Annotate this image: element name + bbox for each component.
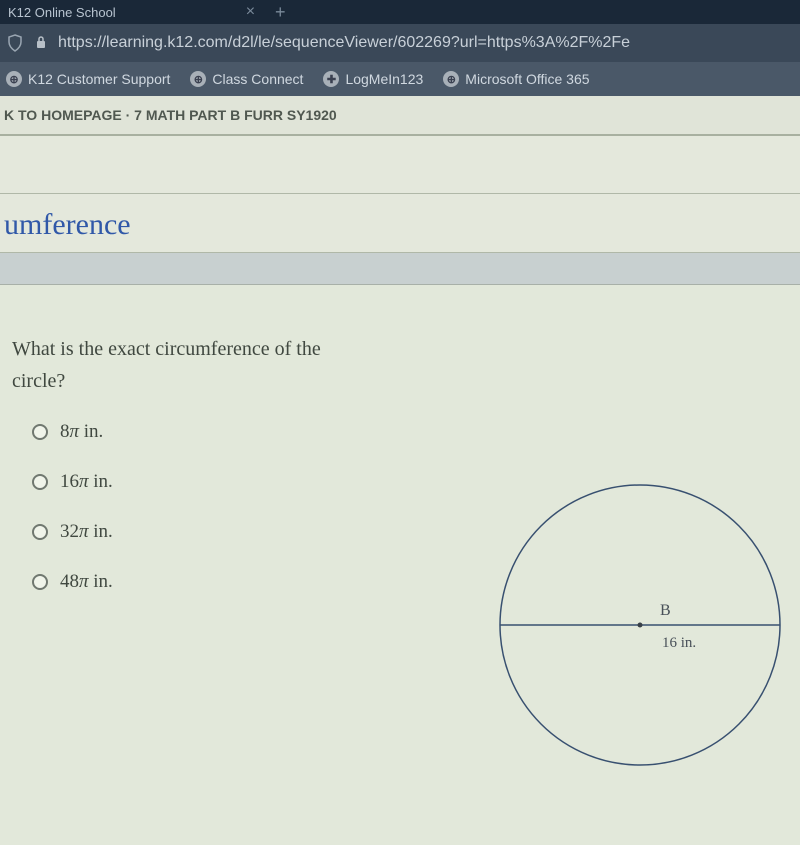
question-text: What is the exact circumference of the c… [12, 333, 794, 397]
bookmark-icon: ⊕ [443, 71, 459, 87]
radio-icon [32, 474, 48, 490]
content-spacer [0, 136, 800, 194]
radio-icon [32, 424, 48, 440]
lock-icon[interactable] [34, 35, 48, 52]
bookmarks-bar: ⊕ K12 Customer Support ⊕ Class Connect ✚… [0, 62, 800, 96]
bookmark-office365[interactable]: ⊕ Microsoft Office 365 [443, 71, 589, 87]
circle-diagram: B 16 in. [490, 465, 790, 785]
browser-titlebar: K12 Online School × + [0, 0, 800, 24]
bookmark-class-connect[interactable]: ⊕ Class Connect [190, 71, 303, 87]
url-text[interactable]: https://learning.k12.com/d2l/le/sequence… [58, 34, 630, 52]
diameter-label: 16 in. [662, 635, 696, 651]
shield-icon[interactable] [6, 34, 24, 52]
bookmark-label: Microsoft Office 365 [465, 71, 589, 87]
option-label: 32π in. [60, 521, 113, 543]
question-area: What is the exact circumference of the c… [0, 285, 800, 845]
bookmark-logmein[interactable]: ✚ LogMeIn123 [323, 71, 423, 87]
question-line1: What is the exact circumference of the [12, 338, 321, 360]
radio-icon [32, 574, 48, 590]
bookmark-icon: ✚ [323, 71, 339, 87]
bookmark-icon: ⊕ [190, 71, 206, 87]
question-line2: circle? [12, 370, 65, 392]
option-label: 16π in. [60, 471, 113, 493]
center-dot [638, 623, 643, 628]
bookmark-label: LogMeIn123 [345, 71, 423, 87]
page-heading: umference [4, 208, 796, 242]
breadcrumb-text: K TO HOMEPAGE · 7 MATH PART B FURR SY192… [4, 107, 337, 123]
center-label: B [660, 602, 671, 619]
bookmark-label: Class Connect [212, 71, 303, 87]
radio-icon [32, 524, 48, 540]
separator-band [0, 253, 800, 285]
bookmark-k12-support[interactable]: ⊕ K12 Customer Support [6, 71, 170, 87]
bookmark-icon: ⊕ [6, 71, 22, 87]
heading-bar: umference [0, 194, 800, 253]
option-label: 8π in. [60, 421, 103, 443]
new-tab-icon[interactable]: + [275, 2, 286, 23]
tab-close-icon[interactable]: × [246, 3, 255, 21]
option-1[interactable]: 8π in. [12, 421, 794, 443]
bookmark-label: K12 Customer Support [28, 71, 170, 87]
tab-title[interactable]: K12 Online School [8, 5, 116, 20]
breadcrumb[interactable]: K TO HOMEPAGE · 7 MATH PART B FURR SY192… [0, 96, 800, 136]
url-bar: https://learning.k12.com/d2l/le/sequence… [0, 24, 800, 62]
option-label: 48π in. [60, 571, 113, 593]
